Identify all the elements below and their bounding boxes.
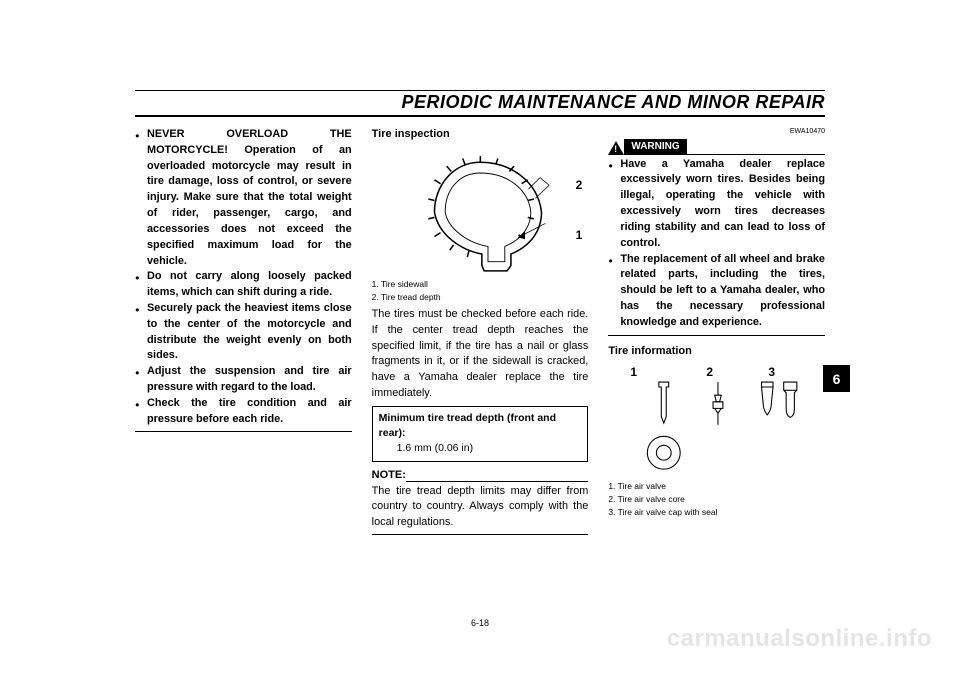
tire-valve-figure: 1 2 3 [608, 364, 825, 479]
manual-page: PERIODIC MAINTENANCE AND MINOR REPAIR NE… [0, 0, 960, 678]
page-title: PERIODIC MAINTENANCE AND MINOR REPAIR [135, 91, 825, 115]
divider [608, 335, 825, 336]
box-value: 1.6 mm (0.06 in) [379, 441, 582, 456]
item-text: NEVER OVERLOAD THE MOTORCYCLE! Operation… [147, 127, 352, 269]
list-item: The replacement of all wheel and brake r… [608, 252, 825, 331]
column-3: EWA10470 WARNING Have a Yamaha dealer re… [608, 127, 825, 535]
list-item: Check the tire condition and air pressur… [135, 396, 352, 428]
divider [135, 431, 352, 432]
valve-figure-svg [608, 364, 825, 479]
divider [687, 154, 825, 155]
list-item: Securely pack the heaviest items close t… [135, 301, 352, 364]
figure2-caption-line: 1. Tire air valve [608, 481, 825, 492]
note-body: The tire tread depth limits may differ f… [372, 484, 589, 531]
figure-label-1: 1 [630, 364, 637, 381]
tire-figure-svg [372, 147, 589, 277]
content-columns: NEVER OVERLOAD THE MOTORCYCLE! Operation… [135, 127, 825, 535]
figure1-caption-line: 1. Tire sidewall [372, 279, 589, 290]
item-text: Check the tire condition and air pressur… [147, 396, 352, 428]
list-item: Do not carry along loosely packed items,… [135, 269, 352, 301]
note-header: NOTE: [372, 468, 589, 484]
col1-list: NEVER OVERLOAD THE MOTORCYCLE! Operation… [135, 127, 352, 427]
min-tread-box: Minimum tire tread depth (front and rear… [372, 406, 589, 462]
tire-info-title: Tire information [608, 344, 825, 360]
item-text: Securely pack the heaviest items close t… [147, 301, 352, 364]
tire-cross-section-figure: 2 1 [372, 147, 589, 277]
box-title: Minimum tire tread depth (front and rear… [379, 411, 582, 441]
note-label: NOTE: [372, 468, 406, 484]
figure-label-3: 3 [768, 364, 775, 381]
figure2-caption-line: 2. Tire air valve core [608, 494, 825, 505]
divider [372, 534, 589, 535]
chapter-tab: 6 [823, 365, 850, 392]
list-item: Adjust the suspension and tire air press… [135, 364, 352, 396]
figure2-caption-line: 3. Tire air valve cap with seal [608, 507, 825, 518]
warning-triangle-icon [608, 141, 624, 155]
figure1-caption-line: 2. Tire tread depth [372, 292, 589, 303]
figure-label-1: 1 [576, 227, 583, 244]
list-item: Have a Yamaha dealer replace excessively… [608, 157, 825, 252]
watermark: carmanualsonline.info [667, 625, 932, 653]
warning-label: WARNING [624, 139, 686, 155]
page-header: PERIODIC MAINTENANCE AND MINOR REPAIR [135, 90, 825, 117]
inspection-body: The tires must be checked before each ri… [372, 307, 589, 402]
column-1: NEVER OVERLOAD THE MOTORCYCLE! Operation… [135, 127, 352, 535]
warning-list: Have a Yamaha dealer replace excessively… [608, 157, 825, 331]
item-text: The replacement of all wheel and brake r… [620, 252, 825, 331]
doc-code: EWA10470 [608, 127, 825, 137]
inspection-title: Tire inspection [372, 127, 589, 143]
column-2: Tire inspection [372, 127, 589, 535]
item-text: Have a Yamaha dealer replace excessively… [620, 157, 825, 252]
figure-label-2: 2 [576, 177, 583, 194]
figure-label-2: 2 [706, 364, 713, 381]
list-item: NEVER OVERLOAD THE MOTORCYCLE! Operation… [135, 127, 352, 269]
warning-banner: WARNING [608, 139, 825, 155]
item-text: Do not carry along loosely packed items,… [147, 269, 352, 301]
item-text: Adjust the suspension and tire air press… [147, 364, 352, 396]
